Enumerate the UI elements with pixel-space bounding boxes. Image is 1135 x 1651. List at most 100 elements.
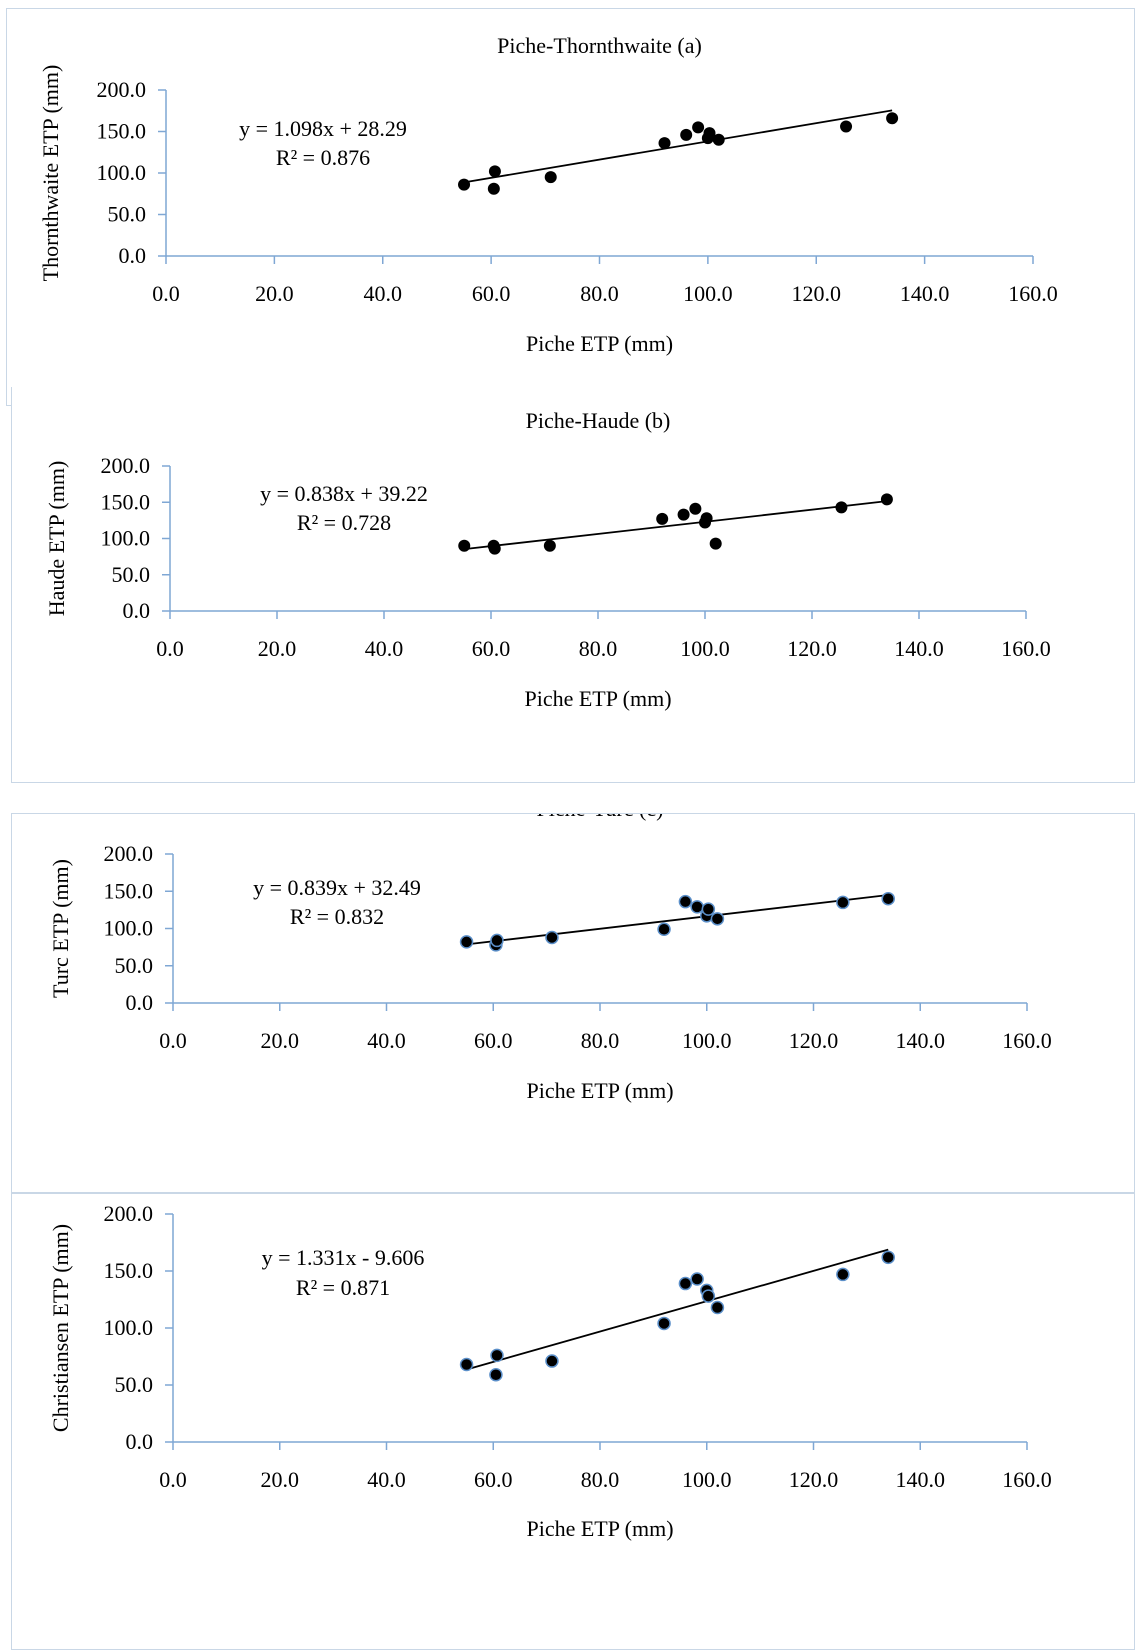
- data-point: [710, 1300, 725, 1315]
- x-tick-label: 0.0: [156, 636, 184, 661]
- x-tick-label: 100.0: [680, 636, 730, 661]
- x-tick-label: 60.0: [474, 1028, 513, 1053]
- y-axis-label: Haude ETP (mm): [44, 461, 69, 617]
- data-point: [458, 178, 471, 191]
- data-point: [657, 1316, 671, 1331]
- data-point: [836, 895, 850, 910]
- y-tick-label: 200.0: [104, 841, 154, 866]
- data-point: [544, 171, 557, 184]
- x-tick-label: 40.0: [365, 636, 404, 661]
- x-tick-label: 100.0: [683, 281, 733, 306]
- y-tick-label: 100.0: [104, 916, 154, 941]
- x-tick-label: 60.0: [474, 1467, 513, 1492]
- scatter-chart-turc: Piche-Turc (c) 0.0 20.0 40.0 60.0 80.0 100.0 12…: [48, 814, 1052, 1103]
- x-tick-label: 140.0: [896, 1467, 946, 1492]
- data-point: [690, 1272, 704, 1286]
- chart-panel-turc: Piche-Turc (c) 0.0 20.0 40.0 60.0 80.0 100.0 12…: [11, 813, 1135, 1193]
- scatter-chart-thornthwaite: Piche-Thornthwaite (a) 0.0 20.0 40.0 60.0 80.…: [38, 33, 1058, 356]
- trendline: [464, 500, 888, 551]
- trendline-equation: y = 0.839x + 32.49: [253, 875, 421, 900]
- data-point: [886, 112, 899, 125]
- y-tick-label: 50.0: [108, 202, 147, 227]
- x-tick-label: 100.0: [682, 1028, 732, 1053]
- x-tick-label: 20.0: [261, 1028, 300, 1053]
- chart-title: Piche-Thornthwaite (a): [497, 33, 702, 58]
- data-point: [710, 912, 725, 926]
- x-tick-label: 80.0: [579, 636, 618, 661]
- data-point: [459, 1357, 474, 1372]
- y-tick-label: 100.0: [101, 526, 151, 551]
- x-tick-label: 0.0: [159, 1467, 187, 1492]
- y-tick-label: 100.0: [104, 1315, 154, 1340]
- data-point: [488, 165, 501, 178]
- data-point: [880, 493, 893, 506]
- scatter-chart-haude: Piche-Haude (b) 0.0 20.0 40.0 60.0 80.0 100.0 1…: [44, 408, 1051, 711]
- x-tick-label: 140.0: [894, 636, 944, 661]
- x-tick-label: 60.0: [472, 281, 511, 306]
- y-tick-label: 150.0: [104, 1258, 154, 1283]
- y-tick-label: 200.0: [104, 1201, 154, 1226]
- x-axis-label: Piche ETP (mm): [526, 1078, 673, 1103]
- data-point: [490, 1348, 504, 1363]
- data-point: [459, 935, 474, 949]
- y-tick-label: 200.0: [97, 77, 147, 102]
- x-tick-label: 140.0: [896, 1028, 946, 1053]
- x-tick-label: 0.0: [159, 1028, 187, 1053]
- y-tick-label: 0.0: [119, 243, 147, 268]
- trendline: [463, 109, 893, 184]
- chart-panel-thornthwaite: Piche-Thornthwaite (a) 0.0 20.0 40.0 60.0 80.…: [6, 8, 1135, 406]
- data-point: [836, 1267, 850, 1282]
- x-tick-label: 80.0: [581, 1467, 620, 1492]
- data-point: [881, 1250, 895, 1265]
- data-point: [712, 133, 725, 146]
- data-point: [700, 512, 713, 525]
- x-tick-label: 20.0: [255, 281, 294, 306]
- y-tick-label: 50.0: [115, 1372, 154, 1397]
- r-squared-label: R² = 0.832: [290, 904, 384, 929]
- data-point: [678, 894, 693, 909]
- trendline: [466, 894, 889, 946]
- r-squared-label: R² = 0.876: [276, 145, 370, 170]
- chart-panel-christiansen: Piche-Christiansen (d)0.020.040.060.080.…: [11, 1193, 1135, 1650]
- trendline-equation: y = 1.098x + 28.29: [239, 116, 407, 141]
- x-tick-label: 80.0: [580, 281, 619, 306]
- x-tick-label: 120.0: [792, 281, 842, 306]
- trendline: [466, 1248, 889, 1371]
- data-point: [487, 182, 500, 195]
- x-tick-label: 160.0: [1002, 1028, 1052, 1053]
- x-tick-label: 160.0: [1001, 636, 1051, 661]
- x-tick-label: 160.0: [1008, 281, 1058, 306]
- data-point: [678, 1276, 693, 1291]
- x-axis-label: Piche ETP (mm): [526, 1516, 673, 1541]
- y-tick-label: 50.0: [115, 953, 154, 978]
- chart-title: Piche-Turc (c): [537, 814, 664, 821]
- data-point: [658, 137, 671, 150]
- y-tick-label: 0.0: [126, 1429, 154, 1454]
- y-tick-label: 200.0: [101, 453, 151, 478]
- data-point: [881, 891, 895, 906]
- chart-panel-haude: Piche-Haude (b) 0.0 20.0 40.0 60.0 80.0 100.0 1…: [11, 387, 1135, 783]
- data-point: [489, 1367, 503, 1382]
- trendline-equation: y = 1.331x - 9.606: [262, 1245, 425, 1270]
- x-tick-label: 120.0: [787, 636, 837, 661]
- x-tick-label: 0.0: [152, 281, 180, 306]
- y-axis-label: Christiansen ETP (mm): [48, 1224, 73, 1432]
- x-tick-label: 60.0: [472, 636, 511, 661]
- y-tick-label: 0.0: [126, 990, 154, 1015]
- data-point: [545, 930, 559, 945]
- data-point: [677, 508, 690, 521]
- x-tick-label: 40.0: [367, 1028, 406, 1053]
- y-tick-label: 100.0: [97, 160, 147, 185]
- y-axis-label: Turc ETP (mm): [48, 859, 73, 998]
- data-point: [701, 1289, 716, 1303]
- chart-title: Piche-Haude (b): [526, 408, 671, 433]
- data-point: [488, 542, 501, 555]
- x-tick-label: 160.0: [1002, 1467, 1052, 1492]
- data-point: [701, 902, 716, 916]
- r-squared-label: R² = 0.728: [297, 510, 391, 535]
- data-point: [835, 501, 848, 514]
- data-point: [680, 128, 693, 141]
- trendline-equation: y = 0.838x + 39.22: [260, 481, 428, 506]
- data-point: [657, 922, 671, 936]
- x-tick-label: 20.0: [258, 636, 297, 661]
